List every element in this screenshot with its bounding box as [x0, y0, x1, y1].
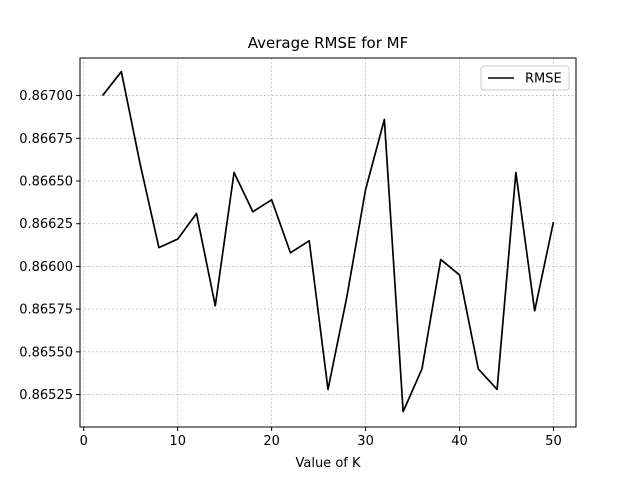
- y-axis: 0.86525 0.86550 0.86575 0.86600 0.86625 0.866…: [19, 89, 80, 403]
- y-tick-label: 0.86700: [19, 89, 73, 104]
- legend-box: [480, 65, 570, 91]
- y-tick-label: 0.86525: [19, 388, 73, 403]
- x-tick-label: 50: [545, 434, 562, 449]
- legend: RMSE: [480, 65, 570, 91]
- y-tick-label: 0.86675: [19, 132, 73, 147]
- chart-title: Average RMSE for MF: [248, 34, 408, 52]
- plot-area-frame: [79, 57, 577, 428]
- x-tick-label: 10: [169, 434, 186, 449]
- y-tick-label: 0.86550: [19, 345, 73, 360]
- x-tick-label: 30: [357, 434, 374, 449]
- y-tick-label: 0.86650: [19, 175, 73, 190]
- x-axis: 0 10 20 30 40 50: [80, 427, 562, 449]
- y-tick-label: 0.86600: [19, 260, 73, 275]
- y-tick-label: 0.86625: [19, 217, 73, 232]
- y-tick-label: 0.86575: [19, 303, 73, 318]
- grid-lines: [80, 58, 576, 427]
- series-line-rmse: [101, 70, 555, 413]
- x-tick-label: 40: [451, 434, 468, 449]
- series-layer: [101, 70, 555, 413]
- x-tick-label: 20: [263, 434, 280, 449]
- legend-label-rmse: RMSE: [525, 72, 562, 87]
- x-tick-label: 0: [80, 434, 88, 449]
- x-axis-label: Value of K: [295, 456, 360, 471]
